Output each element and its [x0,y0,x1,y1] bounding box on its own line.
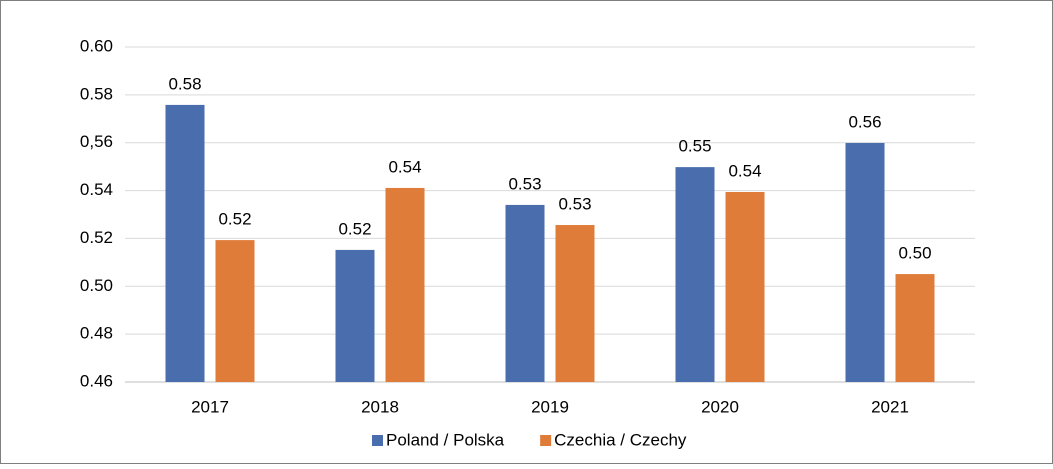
y-tick-label: 0,56 [80,132,113,151]
y-tick-label: 0.48 [80,324,113,343]
bar [845,142,885,382]
data-label: 0.55 [678,137,711,156]
legend-label: Czechia / Czechy [554,430,687,449]
data-label: 0.54 [728,161,761,180]
x-tick-label: 2019 [531,397,569,416]
bar [725,192,765,382]
x-tick-label: 2018 [361,397,399,416]
bar [505,204,545,382]
x-tick-label: 2017 [191,397,229,416]
data-label: 0.54 [388,157,421,176]
bar [165,104,205,383]
data-label: 0.50 [898,244,931,263]
y-tick-label: 0.50 [80,276,113,295]
x-tick-label: 2020 [701,397,739,416]
bar [215,240,255,382]
legend-swatch [372,435,383,446]
bar [385,187,425,382]
data-label: 0.52 [218,210,251,229]
y-tick-label: 0.58 [80,84,113,103]
legend-swatch [540,435,552,446]
data-label: 0.53 [558,195,591,214]
data-label: 0.56 [848,112,881,131]
data-label: 0.53 [508,174,541,193]
bar [895,274,935,382]
bar [675,167,715,382]
bar [335,249,375,382]
y-tick-label: 0.54 [80,180,113,199]
y-tick-label: 0.52 [80,228,113,247]
bar [555,225,595,382]
y-tick-label: 0.46 [80,371,113,390]
x-tick-label: 2021 [871,397,909,416]
legend-label: Poland / Polska [386,430,505,449]
data-label: 0.52 [338,219,371,238]
y-tick-label: 0.60 [80,36,113,55]
data-label: 0.58 [168,74,201,93]
